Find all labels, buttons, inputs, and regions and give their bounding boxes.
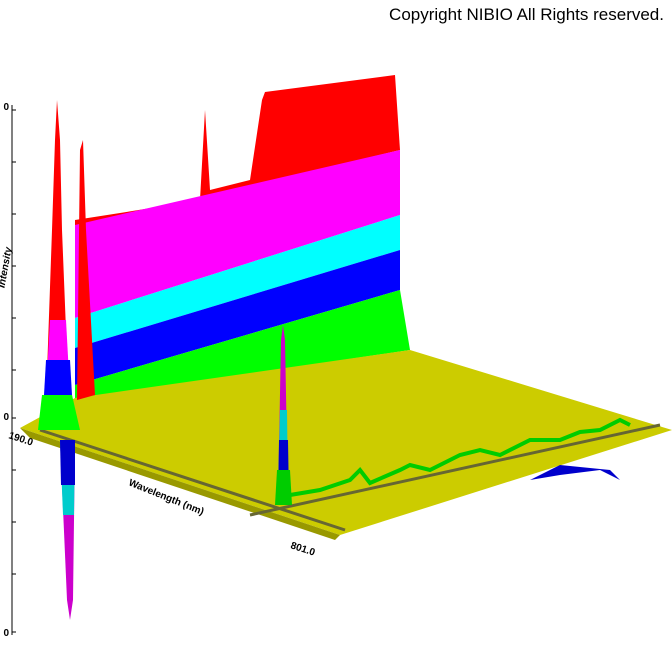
floor-line bbox=[39, 428, 346, 532]
middle-peak bbox=[275, 325, 292, 505]
copyright: Copyright NIBIO All Rights reserved. bbox=[389, 5, 664, 24]
intensity-top-label: 0 bbox=[3, 102, 9, 113]
intensity-mid-label: 0 bbox=[3, 412, 9, 423]
left-peak bbox=[38, 100, 95, 620]
surface-floor bbox=[20, 350, 672, 535]
under-noise bbox=[530, 465, 620, 480]
surface-bands bbox=[75, 75, 410, 400]
wavelength-end: 801.0 bbox=[289, 540, 317, 558]
noise-ridge bbox=[289, 417, 631, 497]
floor-line bbox=[249, 423, 661, 517]
axis-ticks bbox=[12, 109, 16, 633]
intensity-bottom-label: 0 bbox=[3, 628, 9, 639]
